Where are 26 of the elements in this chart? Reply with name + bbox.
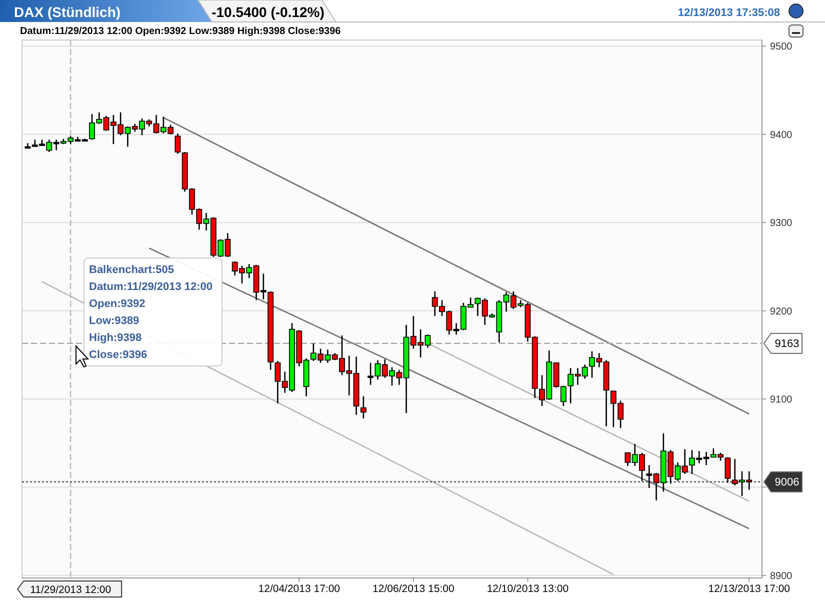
annotation: Datum:11/29/2013 12:00: [89, 281, 213, 293]
annotation: High:9398: [89, 332, 142, 344]
annotation: Balkenchart:505: [89, 264, 174, 276]
x-tick-label: 12/06/2013 15:00: [372, 583, 454, 595]
chart-title: DAX (Stündlich): [14, 4, 121, 20]
annotation: Close:9396: [89, 349, 148, 361]
y-tick-label: 9200: [770, 306, 793, 318]
text: -10.5400 (-0.12%): [212, 4, 324, 20]
y-tick-label: 9500: [770, 42, 793, 53]
x-tick-label: 12/10/2013 13:00: [486, 583, 569, 595]
y-tick-label: 9300: [770, 218, 793, 230]
candlestick: [174, 132, 181, 154]
text: Datum:11/29/2013 12:00 Open:9392 Low:9389 High:9398 Close:9396: [20, 26, 342, 37]
y-tick-label: 9100: [770, 394, 793, 406]
candlestick: [360, 396, 366, 420]
x-tick-label: 12/04/2013 17:00: [258, 583, 340, 595]
ref-line-label: 9006: [774, 476, 800, 489]
x-tick-label: 11/29/2013 12:00: [30, 584, 112, 596]
x-tick-label: 12/13/2013 17:00: [708, 583, 790, 595]
ref-line-label: 9163: [774, 338, 800, 350]
annotation: Low:9389: [89, 315, 140, 327]
annotation: Open:9392: [89, 298, 146, 310]
candlestick: [724, 456, 731, 484]
y-tick-label: 9400: [770, 130, 793, 141]
text: 12/13/2013 17:35:08: [678, 7, 780, 19]
y-tick-label: 8900: [770, 570, 793, 582]
